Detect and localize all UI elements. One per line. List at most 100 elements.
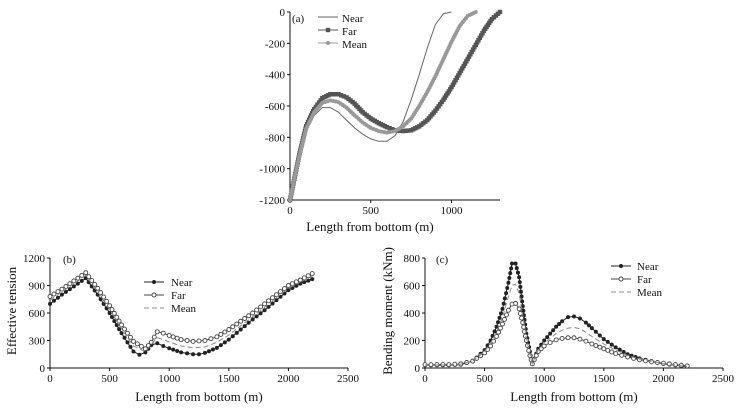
- panel-b-label: (b): [63, 254, 76, 266]
- series-near-point: [254, 314, 259, 319]
- series-far-point: [234, 321, 240, 327]
- series-far-point: [333, 92, 338, 97]
- series-far-point: [619, 352, 625, 358]
- series-near-point: [250, 317, 255, 322]
- series-far-point: [458, 68, 464, 73]
- series-near-point: [270, 301, 275, 306]
- series-near-point: [246, 320, 251, 325]
- panel-a-legend: Near Far Mean: [342, 13, 368, 51]
- panel-a-legend-mean: Mean: [342, 39, 368, 51]
- series-far-point: [390, 127, 395, 132]
- series-near-point: [238, 327, 243, 332]
- series-far-point: [497, 9, 503, 15]
- series-near-point: [242, 324, 247, 329]
- series-near-point: [202, 350, 207, 355]
- panel-b-ylabel: Effective tension: [4, 266, 19, 355]
- panel-b-xlabel: Length from bottom (m): [135, 389, 262, 404]
- series-near-point: [171, 347, 176, 352]
- series-near-point: [501, 301, 506, 306]
- series-far-point: [196, 338, 202, 344]
- series-far-point: [478, 353, 484, 359]
- panel-c-xlabel: Length from bottom (m): [510, 389, 637, 404]
- series-far-point: [454, 75, 460, 80]
- x-tick-label: 2000: [277, 373, 300, 385]
- series-far-point: [202, 338, 208, 343]
- y-tick-label: 0: [280, 7, 286, 19]
- series-near-point: [621, 349, 626, 354]
- panel-c-legend-far: Far: [637, 274, 652, 286]
- series-near-point: [513, 261, 518, 266]
- series-far-point: [101, 294, 107, 300]
- series-far-point: [83, 270, 89, 276]
- series-near-point: [107, 311, 112, 315]
- series-near-point: [104, 306, 109, 311]
- x-tick-label: 2000: [652, 373, 675, 385]
- series-far-point: [464, 59, 469, 64]
- series-far-point: [452, 80, 457, 85]
- y-tick-label: 400: [404, 308, 421, 320]
- series-far-point: [473, 42, 478, 48]
- series-far-point: [328, 92, 333, 97]
- series-near-point: [519, 294, 524, 299]
- series-far-point: [460, 66, 465, 71]
- series-near-point: [583, 320, 588, 325]
- series-near-point: [210, 347, 215, 352]
- legend-marker-far: [151, 292, 157, 298]
- series-far-point: [297, 277, 303, 283]
- series-near-point: [262, 308, 267, 313]
- y-tick-label: 0: [415, 363, 421, 375]
- series-far-point: [178, 337, 184, 343]
- series-near-point: [218, 343, 223, 348]
- x-tick-label: 2500: [712, 373, 735, 385]
- series-near-point: [514, 266, 519, 271]
- series-far-point: [95, 285, 101, 291]
- series-near-point: [131, 349, 136, 354]
- panel-a-legend-far: Far: [342, 26, 357, 38]
- series-far-point: [222, 329, 228, 335]
- series-far-point: [466, 54, 472, 59]
- series-far-point: [403, 128, 408, 134]
- series-far-point: [336, 92, 341, 97]
- series-far-point: [526, 348, 532, 354]
- panel-a-legend-near: Near: [342, 13, 364, 25]
- legend-marker-near: [152, 280, 156, 284]
- series-far-point: [285, 283, 291, 288]
- series-far-line: [425, 302, 688, 367]
- series-near-point: [71, 284, 76, 289]
- series-far-point: [151, 334, 157, 340]
- series-far-point: [605, 347, 611, 353]
- series-far-point: [476, 38, 481, 43]
- series-far-point: [67, 281, 73, 287]
- series-near-point: [179, 350, 184, 355]
- series-far-point: [571, 335, 577, 341]
- x-tick-label: 500: [101, 373, 118, 385]
- series-near-point: [125, 340, 130, 345]
- series-far-point: [488, 343, 494, 349]
- series-far-point: [63, 283, 69, 289]
- legend-marker-far: [325, 27, 331, 33]
- panel-b-legend-far: Far: [171, 290, 186, 302]
- series-near-point: [613, 345, 618, 350]
- series-far-point: [92, 281, 98, 287]
- series-near-point: [286, 288, 291, 293]
- series-near-point: [597, 333, 602, 338]
- series-far-point: [387, 125, 392, 131]
- series-far-point: [513, 300, 519, 306]
- series-near-point: [572, 314, 576, 319]
- series-near-point: [498, 311, 503, 316]
- series-near-point: [161, 344, 166, 348]
- y-tick-label: -400: [265, 70, 286, 82]
- series-near-point: [119, 331, 124, 336]
- series-far-point: [456, 73, 461, 78]
- series-far-point: [384, 124, 390, 130]
- series-far-point: [469, 49, 474, 55]
- series-near-point: [122, 335, 127, 340]
- series-far-point: [170, 334, 176, 340]
- series-near-point: [566, 315, 571, 320]
- series-near-point: [234, 330, 239, 335]
- series-far-point: [480, 30, 485, 36]
- series-far-point: [406, 128, 411, 133]
- series-near-point: [48, 301, 52, 306]
- panel-c-legend: Near Far Mean: [637, 261, 663, 299]
- series-far-point: [330, 92, 336, 97]
